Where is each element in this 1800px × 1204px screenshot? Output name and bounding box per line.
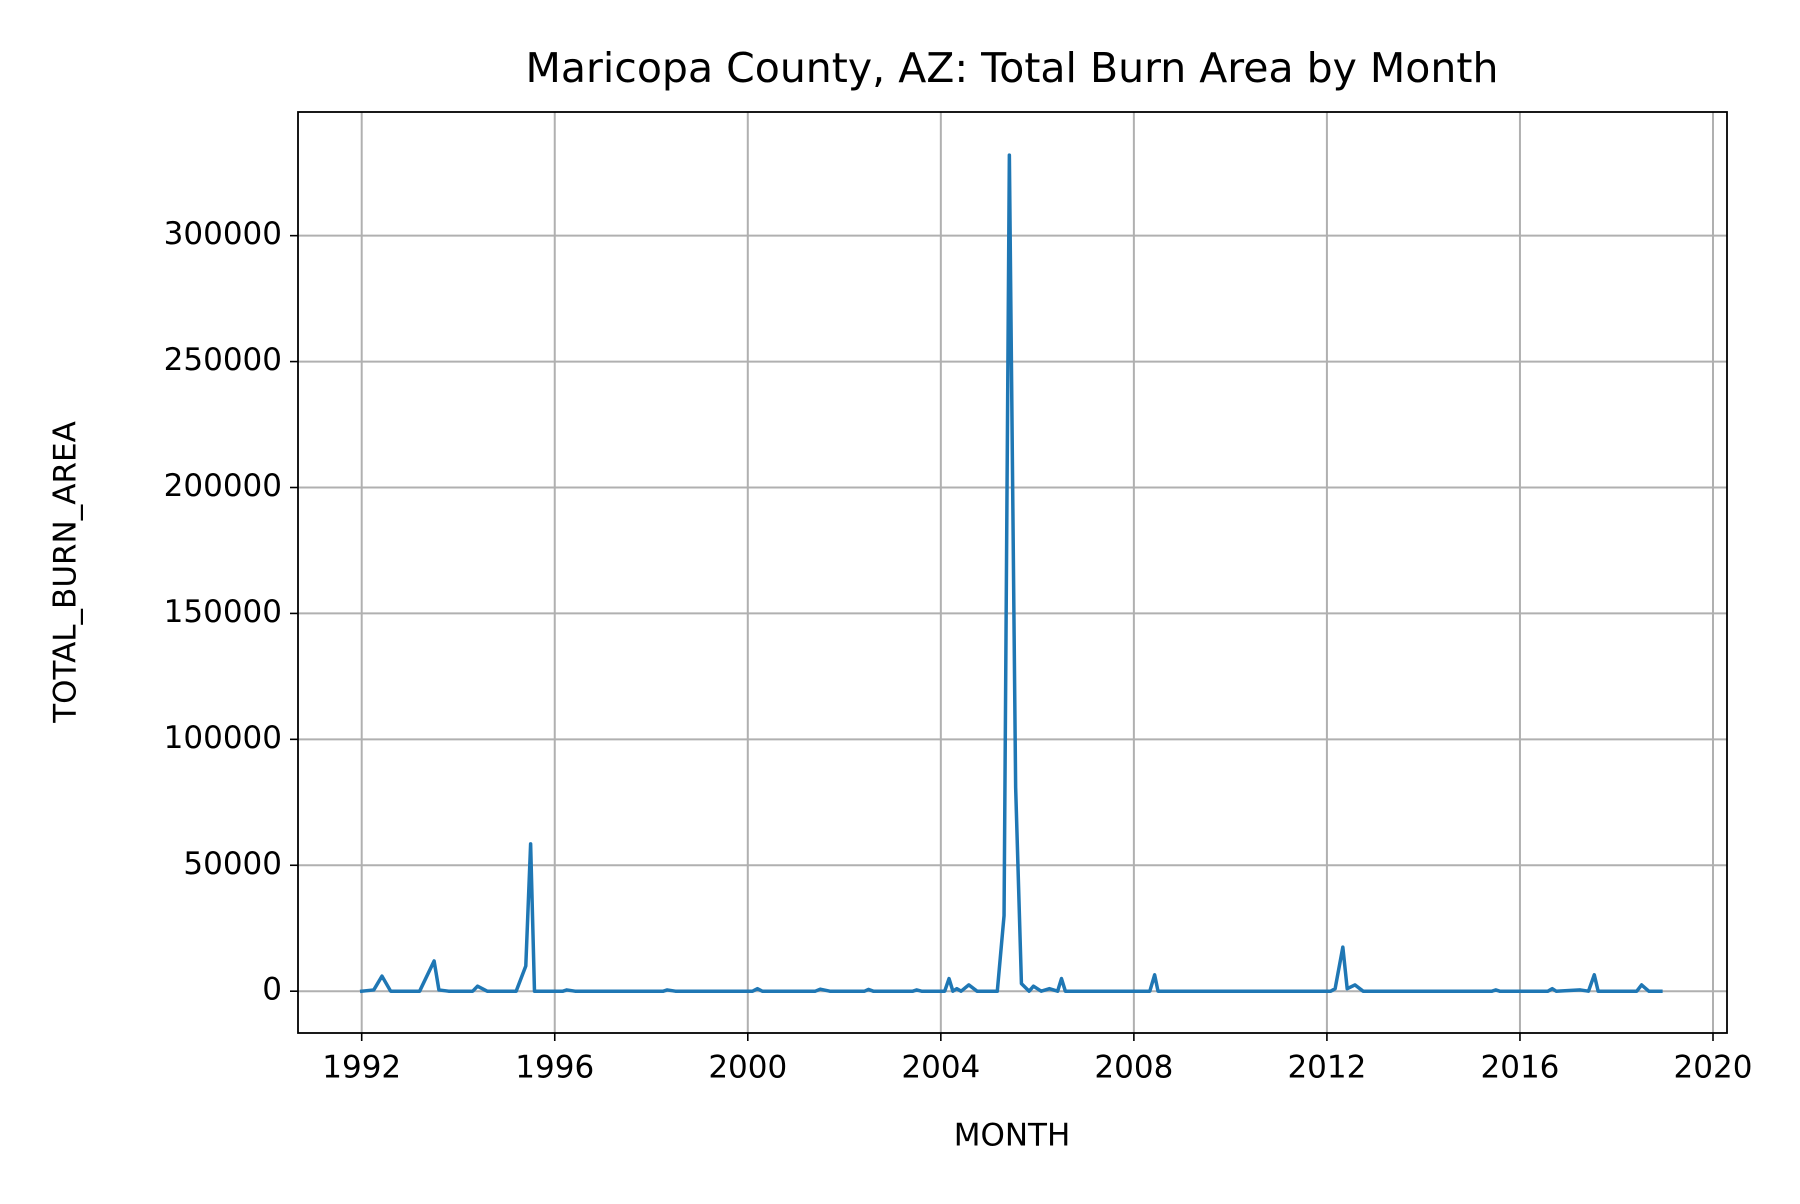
data-line <box>359 153 1663 994</box>
x-tick-label: 2020 <box>1674 1050 1753 1086</box>
y-tick-label: 150000 <box>164 594 282 630</box>
x-tick-label: 1992 <box>322 1050 401 1086</box>
x-tick-label: 2012 <box>1287 1050 1366 1086</box>
x-tick-label: 2004 <box>901 1050 980 1086</box>
x-tick-label: 2008 <box>1094 1050 1173 1086</box>
x-tick-label: 2000 <box>708 1050 787 1086</box>
x-tick-label: 1996 <box>515 1050 594 1086</box>
plot-frame <box>297 111 1728 1034</box>
x-axis-label: MONTH <box>954 1118 1071 1154</box>
y-tick-label: 200000 <box>164 468 282 504</box>
y-tick-label: 50000 <box>183 846 282 882</box>
y-axis-label: TOTAL_BURN_AREA <box>48 421 84 724</box>
y-tick-label: 100000 <box>164 720 282 756</box>
x-tick-label: 2016 <box>1481 1050 1560 1086</box>
y-tick-label: 300000 <box>164 216 282 252</box>
y-tick-label: 0 <box>262 972 282 1008</box>
chart-title: Maricopa County, AZ: Total Burn Area by … <box>526 44 1499 92</box>
y-tick-label: 250000 <box>164 342 282 378</box>
